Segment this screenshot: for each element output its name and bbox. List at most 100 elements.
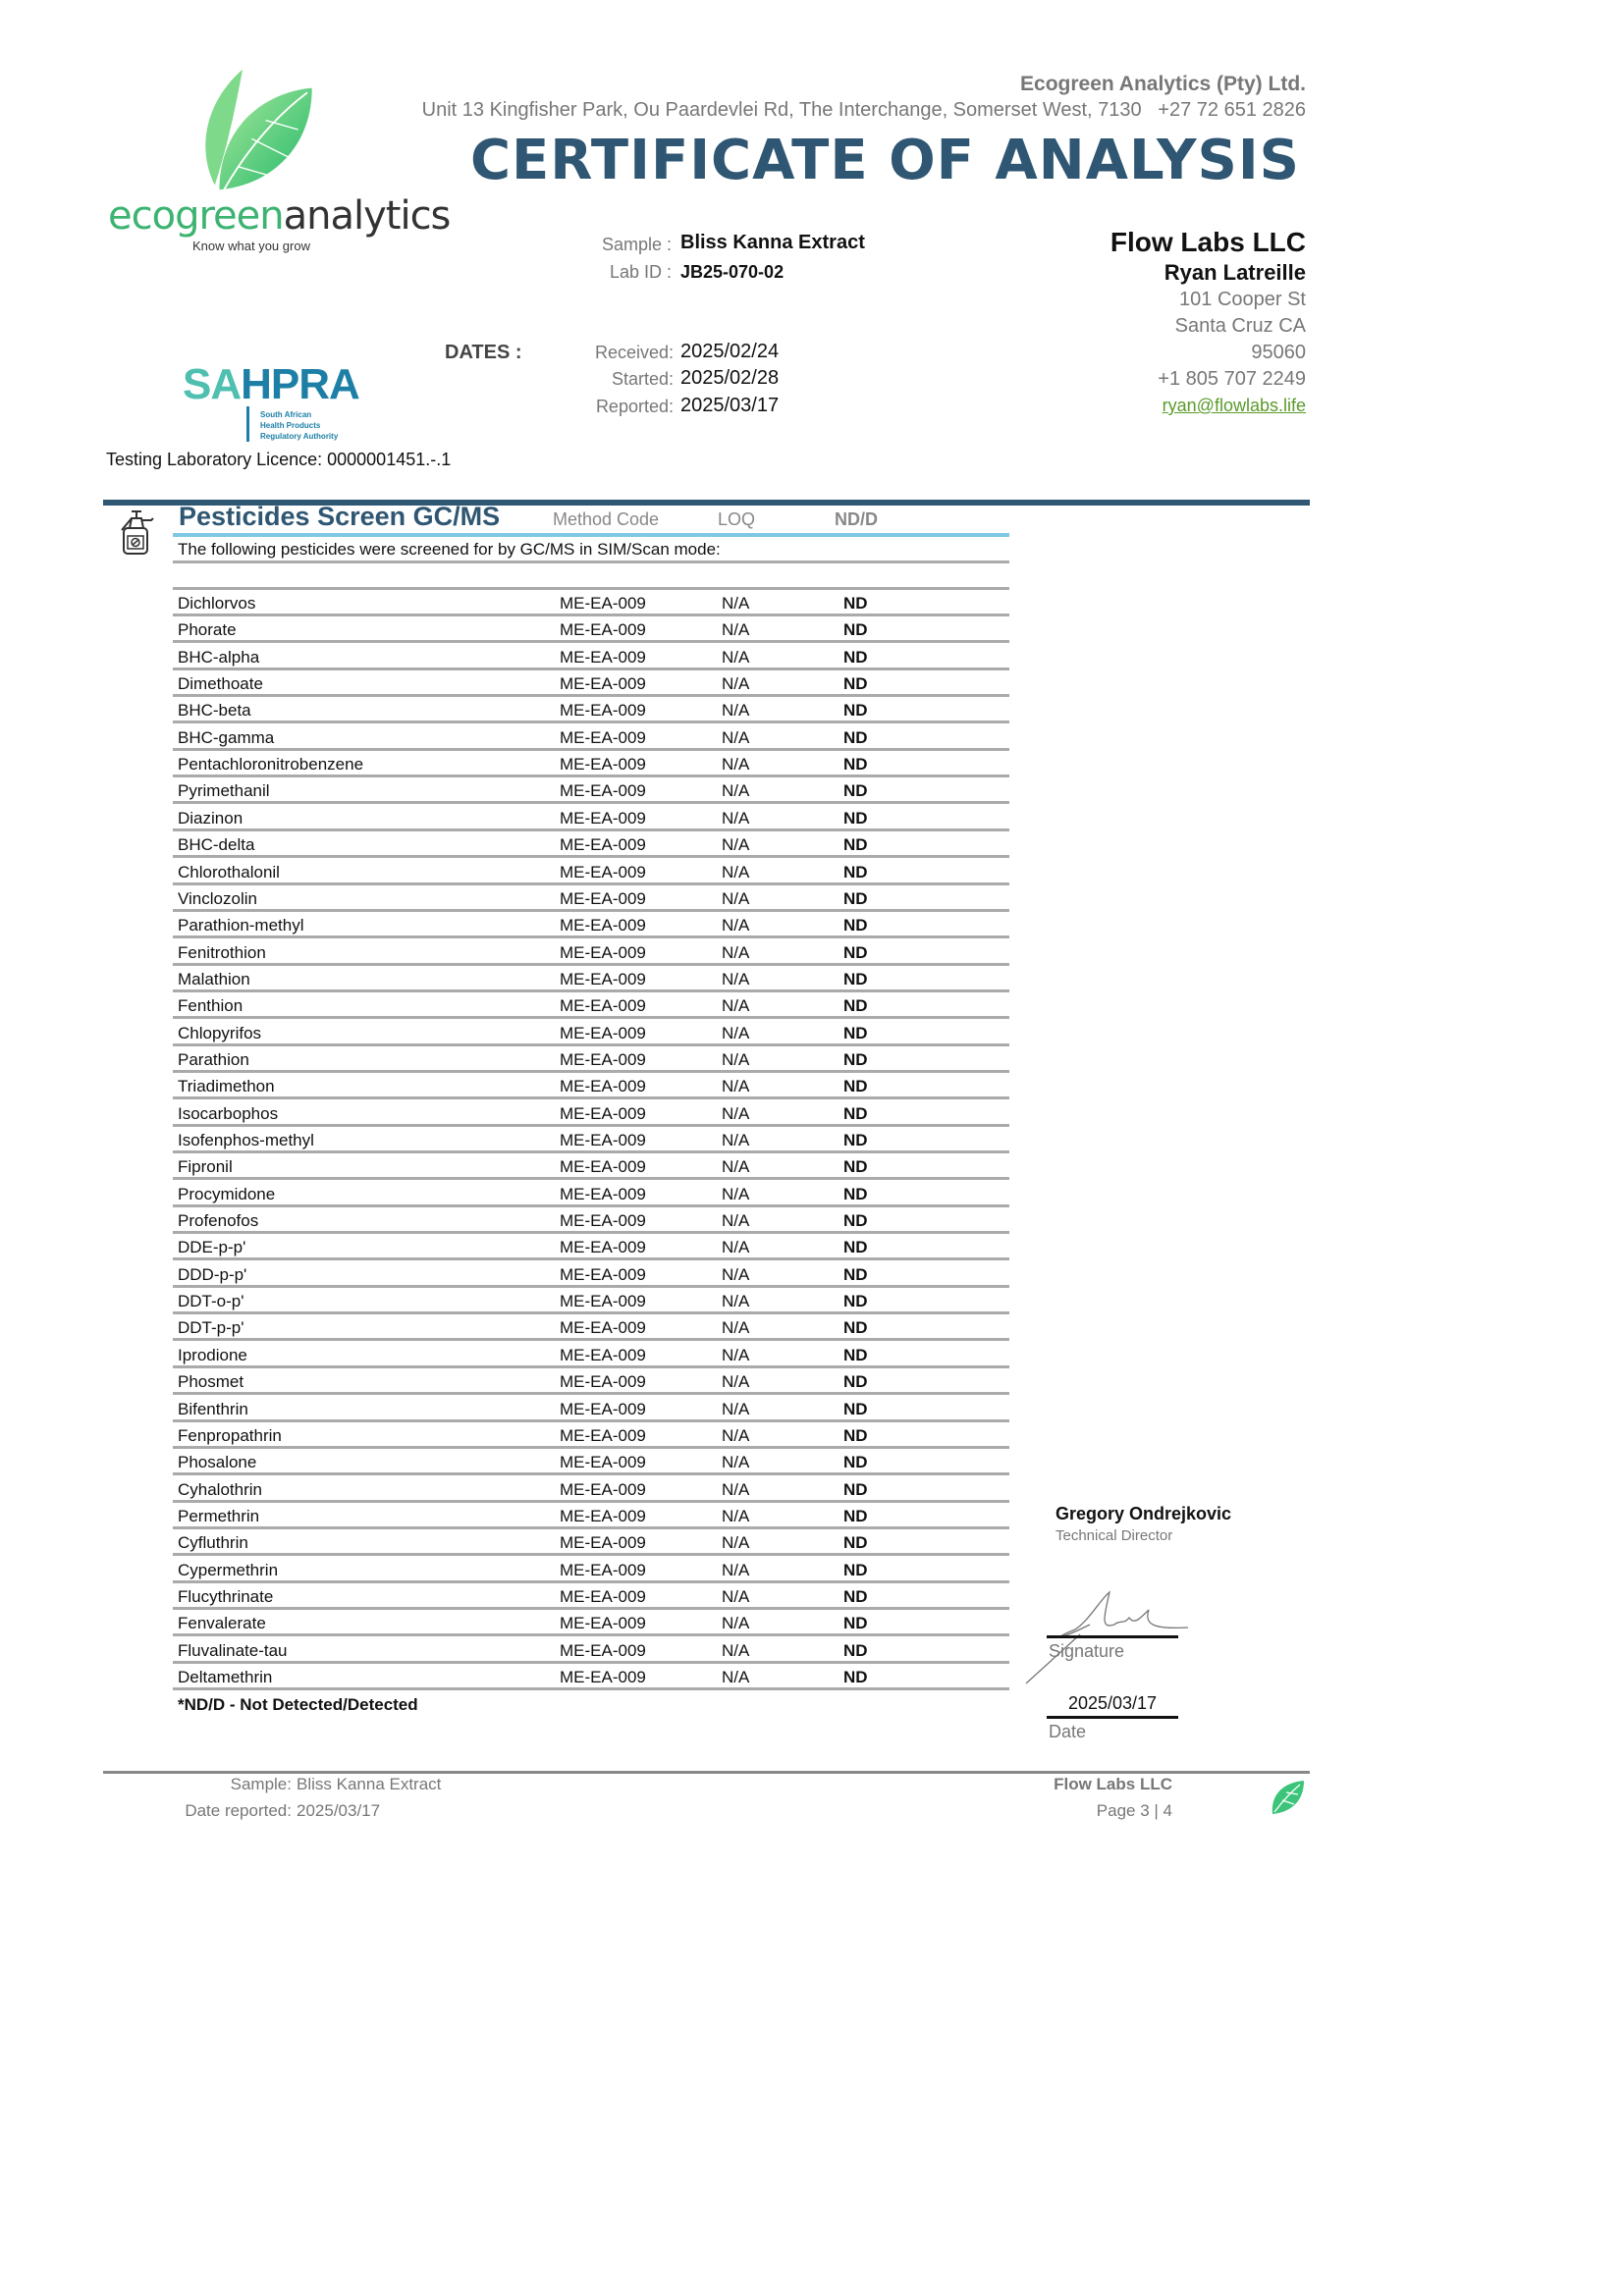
ndd-result: ND — [843, 1425, 868, 1445]
method-code: ME-EA-009 — [560, 1399, 646, 1418]
ndd-result: ND — [843, 1023, 868, 1042]
table-row: Bifenthrin ME-EA-009 N/A ND — [173, 1396, 1009, 1422]
client-phone: +1 805 707 2249 — [1158, 368, 1306, 390]
signature-line — [1047, 1635, 1178, 1638]
dates-heading: DATES : — [445, 342, 522, 363]
sahpra-logo: SAHPRA — [183, 360, 360, 408]
table-row: Isofenphos-methyl ME-EA-009 N/A ND — [173, 1127, 1009, 1153]
analyte-name: Bifenthrin — [178, 1399, 248, 1418]
analyte-name: Fenvalerate — [178, 1614, 266, 1633]
section-title: Pesticides Screen GC/MS — [179, 502, 501, 531]
table-row: Malathion ME-EA-009 N/A ND — [173, 966, 1009, 992]
analyte-name: Chlopyrifos — [178, 1023, 262, 1042]
loq-value: N/A — [722, 1345, 750, 1364]
sahpra-bar — [246, 406, 249, 442]
received-label: Received: — [594, 343, 674, 362]
method-code: ME-EA-009 — [560, 674, 646, 694]
loq-value: N/A — [722, 1292, 750, 1311]
analyte-name: Triadimethon — [178, 1077, 275, 1096]
ndd-result: ND — [843, 647, 868, 667]
spray-bottle-icon — [121, 510, 154, 555]
ndd-result: ND — [843, 1238, 868, 1257]
ndd-result: ND — [843, 727, 868, 747]
method-code: ME-EA-009 — [560, 647, 646, 667]
loq-value: N/A — [722, 674, 750, 694]
table-row: Triadimethon ME-EA-009 N/A ND — [173, 1073, 1009, 1100]
sahpra-sa: SA — [183, 360, 242, 408]
client-street: 101 Cooper St — [1179, 289, 1306, 310]
loq-value: N/A — [722, 862, 750, 881]
sahpra-subtitle: South African Health Products Regulatory… — [260, 410, 339, 441]
method-code: ME-EA-009 — [560, 862, 646, 881]
analyte-name: Fenthion — [178, 996, 244, 1016]
loq-value: N/A — [722, 1479, 750, 1499]
loq-value: N/A — [722, 1238, 750, 1257]
ndd-result: ND — [843, 916, 868, 935]
method-code: ME-EA-009 — [560, 1049, 646, 1069]
loq-value: N/A — [722, 996, 750, 1016]
signoff-date: 2025/03/17 — [1067, 1693, 1158, 1713]
analyte-name: BHC-beta — [178, 701, 251, 721]
table-row: Permethrin ME-EA-009 N/A ND — [173, 1503, 1009, 1529]
ndd-result: ND — [843, 1049, 868, 1069]
reported-label: Reported: — [595, 397, 674, 416]
ndd-result: ND — [843, 1345, 868, 1364]
ndd-result: ND — [843, 620, 868, 640]
ndd-result: ND — [843, 1103, 868, 1123]
loq-value: N/A — [722, 755, 750, 774]
ndd-result: ND — [843, 942, 868, 962]
column-header-method: Method Code — [553, 509, 660, 529]
footer-sample-label: Sample: — [230, 1775, 292, 1793]
ndd-result: ND — [843, 1372, 868, 1392]
analyte-name: Procymidone — [178, 1184, 276, 1203]
footer-page-number: Page 3 | 4 — [1096, 1801, 1172, 1820]
method-code: ME-EA-009 — [560, 1586, 646, 1606]
method-code: ME-EA-009 — [560, 942, 646, 962]
method-code: ME-EA-009 — [560, 781, 646, 801]
footer-sample-value: Bliss Kanna Extract — [297, 1775, 442, 1793]
table-row: Phosalone ME-EA-009 N/A ND — [173, 1449, 1009, 1476]
loq-value: N/A — [722, 1184, 750, 1203]
analyte-name: Cyhalothrin — [178, 1479, 262, 1499]
analyte-name: DDT-p-p' — [178, 1318, 244, 1338]
ndd-result: ND — [843, 1292, 868, 1311]
table-row: Chlorothalonil ME-EA-009 N/A ND — [173, 859, 1009, 885]
ndd-result: ND — [843, 1453, 868, 1472]
table-row: Iprodione ME-EA-009 N/A ND — [173, 1342, 1009, 1368]
ndd-result: ND — [843, 1211, 868, 1231]
method-code: ME-EA-009 — [560, 1345, 646, 1364]
analyte-name: Permethrin — [178, 1506, 260, 1525]
client-contact: Ryan Latreille — [1164, 260, 1306, 285]
table-row: DDE-p-p' ME-EA-009 N/A ND — [173, 1234, 1009, 1261]
table-row: Fenitrothion ME-EA-009 N/A ND — [173, 939, 1009, 966]
loq-value: N/A — [722, 1103, 750, 1123]
ndd-result: ND — [843, 1586, 868, 1606]
ndd-result: ND — [843, 755, 868, 774]
started-date: 2025/02/28 — [680, 367, 780, 389]
ndd-result: ND — [843, 1399, 868, 1418]
table-top-divider — [173, 587, 1009, 590]
method-code: ME-EA-009 — [560, 969, 646, 988]
method-code: ME-EA-009 — [560, 916, 646, 935]
loq-value: N/A — [722, 1453, 750, 1472]
footer-date-value: 2025/03/17 — [297, 1801, 381, 1820]
date-label: Date — [1049, 1722, 1087, 1741]
loq-value: N/A — [722, 1560, 750, 1579]
loq-value: N/A — [722, 1533, 750, 1553]
loq-value: N/A — [722, 1049, 750, 1069]
ndd-result: ND — [843, 701, 868, 721]
section-accent-line — [173, 533, 1009, 537]
analyte-name: Cyfluthrin — [178, 1533, 248, 1553]
analyte-name: Iprodione — [178, 1345, 247, 1364]
method-code: ME-EA-009 — [560, 1560, 646, 1579]
method-code: ME-EA-009 — [560, 1077, 646, 1096]
client-email-link[interactable]: ryan@flowlabs.life — [1162, 396, 1306, 415]
table-row: Diazinon ME-EA-009 N/A ND — [173, 805, 1009, 831]
table-row: Parathion ME-EA-009 N/A ND — [173, 1046, 1009, 1073]
loq-value: N/A — [722, 1372, 750, 1392]
method-code: ME-EA-009 — [560, 1318, 646, 1338]
ndd-result: ND — [843, 594, 868, 613]
method-code: ME-EA-009 — [560, 808, 646, 828]
lab-company-name: Ecogreen Analytics (Pty) Ltd. — [1020, 73, 1306, 95]
footer-divider — [103, 1771, 1310, 1774]
